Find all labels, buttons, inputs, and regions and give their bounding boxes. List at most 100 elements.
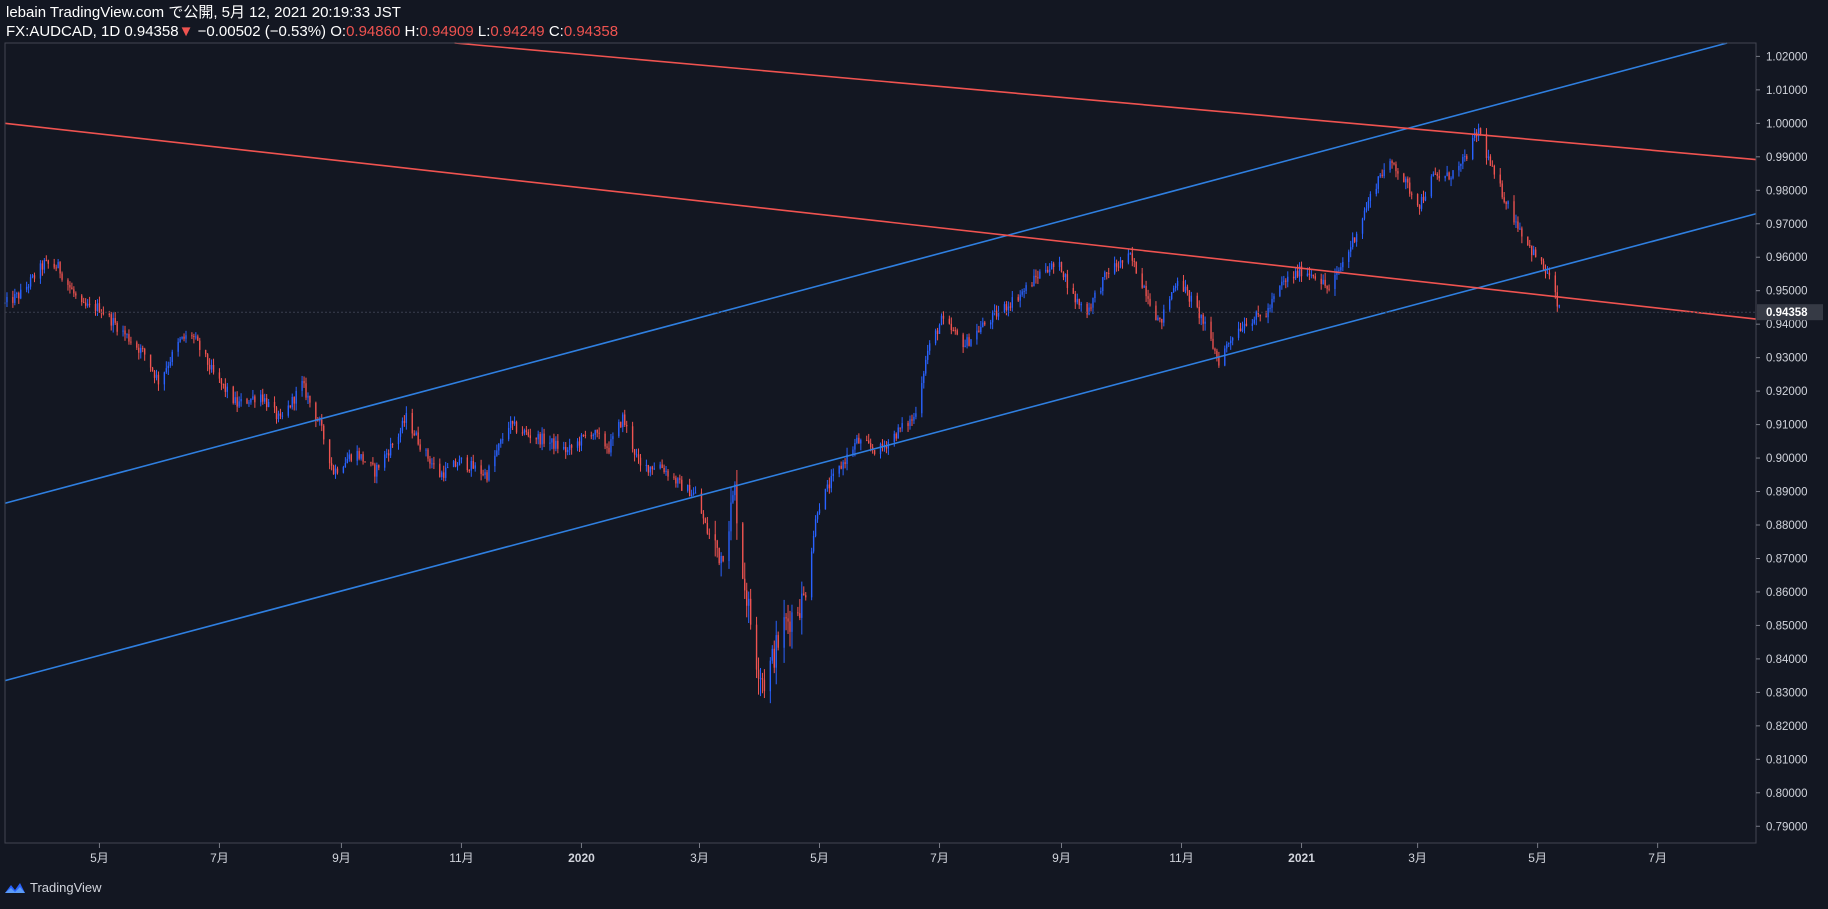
candle-body xyxy=(1411,193,1413,195)
candle-body xyxy=(1477,128,1480,137)
candle-body xyxy=(592,434,594,437)
candle-body xyxy=(264,398,266,402)
candle-body xyxy=(291,397,293,408)
candle-body xyxy=(549,442,551,444)
candle-body xyxy=(984,322,986,325)
candle-body xyxy=(1237,328,1240,338)
candle-body xyxy=(262,394,264,402)
candle-body xyxy=(248,402,250,404)
candle-body xyxy=(1527,236,1529,246)
candle-body xyxy=(183,336,185,339)
candle-body xyxy=(1340,267,1342,271)
candle-body xyxy=(1115,263,1118,267)
candle-body xyxy=(769,660,772,692)
candle-body xyxy=(179,338,181,342)
candle-body xyxy=(814,519,817,536)
candle-body xyxy=(1216,350,1218,357)
candle-body xyxy=(73,289,75,294)
candle-body xyxy=(206,354,209,365)
candle-body xyxy=(923,373,925,384)
candle-body xyxy=(1432,173,1435,177)
candle-body xyxy=(81,295,83,303)
open-label: O: xyxy=(330,23,347,40)
chart-frame xyxy=(4,42,1757,844)
candle-body xyxy=(167,365,169,369)
candle-body xyxy=(1050,263,1053,270)
candle-body xyxy=(566,449,569,453)
candle-body xyxy=(734,484,736,496)
candle-body xyxy=(1458,166,1460,171)
candle-body xyxy=(899,427,901,429)
candle-body xyxy=(1529,245,1531,247)
candle-body xyxy=(1452,170,1454,179)
candle-body xyxy=(309,395,311,403)
candle-body xyxy=(692,492,695,495)
tradingview-logo-icon xyxy=(5,882,25,893)
candle-body xyxy=(584,435,587,437)
candle-body xyxy=(185,335,187,339)
candle-body xyxy=(1224,348,1226,366)
candle-body xyxy=(1554,275,1557,293)
candle-body xyxy=(1145,285,1147,297)
candle-body xyxy=(635,454,638,456)
candle-body xyxy=(565,446,567,453)
candle-body xyxy=(557,440,559,449)
candle-body xyxy=(275,407,278,419)
candle-body xyxy=(1375,188,1377,194)
candle-body xyxy=(1531,245,1533,256)
candle-body xyxy=(783,617,785,648)
candle-body xyxy=(1267,308,1269,318)
candle-body xyxy=(45,260,48,262)
candle-body xyxy=(718,547,720,564)
candle-body xyxy=(128,334,130,342)
candle-body xyxy=(399,430,402,437)
brand-label: TradingView xyxy=(30,880,102,895)
candle-body xyxy=(61,273,63,280)
candle-body xyxy=(114,318,116,323)
trendlines xyxy=(4,42,1757,682)
candle-body xyxy=(350,454,352,461)
candle-body xyxy=(659,464,661,469)
candle-body xyxy=(679,478,681,480)
candle-body xyxy=(744,578,746,591)
candle-body xyxy=(950,323,953,331)
y-tick-label: 0.90000 xyxy=(1766,453,1808,465)
candle-body xyxy=(252,396,254,399)
candle-body xyxy=(208,364,211,370)
candle-body xyxy=(94,304,97,312)
candle-body xyxy=(1131,253,1134,261)
candle-body xyxy=(456,465,459,467)
x-tick-label: 7月 xyxy=(1648,851,1667,865)
candle-body xyxy=(828,484,831,489)
candle-body xyxy=(140,347,142,353)
candle-body xyxy=(500,439,502,444)
candle-body xyxy=(1517,221,1519,229)
candle-body xyxy=(759,678,762,680)
candle-body xyxy=(1060,261,1063,273)
candle-body xyxy=(96,303,99,312)
candle-body xyxy=(1204,321,1206,324)
candle-body xyxy=(527,432,530,436)
candle-body xyxy=(384,454,386,468)
candle-body xyxy=(860,440,862,444)
footer-brand[interactable]: TradingView xyxy=(4,880,102,895)
candle-body xyxy=(647,464,650,473)
candle-body xyxy=(1104,272,1106,278)
candle-body xyxy=(466,457,469,471)
candle-body xyxy=(289,405,291,408)
candle-body xyxy=(25,286,28,290)
price-axis[interactable]: 1.02000 1.01000 1.00000 0.99000 0.98000 0.970… xyxy=(1756,51,1823,833)
candle-body xyxy=(330,463,333,466)
time-axis[interactable]: 5月 7月 9月 11月 2020 3月 5月 7月 9月 11月 2021 3月 5月 7月 xyxy=(90,843,1667,865)
candle-body xyxy=(1487,156,1490,158)
candle-body xyxy=(1273,296,1275,299)
candle-body xyxy=(1424,196,1427,201)
candle-body xyxy=(708,533,711,535)
candle-body xyxy=(1076,298,1078,303)
candle-body xyxy=(468,470,470,472)
candle-body xyxy=(1190,295,1193,302)
candle-body xyxy=(1418,205,1421,209)
candle-body xyxy=(1169,299,1171,310)
candle-body xyxy=(222,383,225,385)
